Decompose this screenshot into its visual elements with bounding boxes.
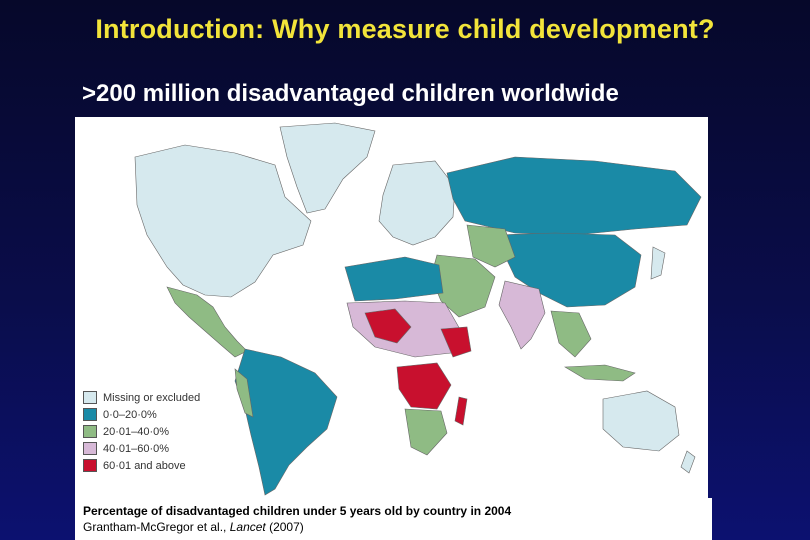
figure-caption: Percentage of disadvantaged children und… <box>75 498 712 540</box>
caption-description: Percentage of disadvantaged children und… <box>83 504 512 518</box>
europe-shape <box>378 160 456 246</box>
legend-swatch <box>83 408 97 421</box>
legend-label: 20·01–40·0% <box>103 425 170 438</box>
southeast-asia-shape <box>550 310 592 358</box>
legend-item-60-plus: 60·01 and above <box>83 457 200 474</box>
central-asia-shape <box>466 224 516 268</box>
citation-year: (2007) <box>265 520 304 534</box>
legend-swatch <box>83 425 97 438</box>
south-america-west-shape <box>234 368 254 418</box>
japan-shape <box>650 246 666 280</box>
legend-swatch <box>83 459 97 472</box>
africa-east-shape <box>440 326 472 358</box>
legend-item-0-20: 0·0–20·0% <box>83 406 200 423</box>
madagascar-shape <box>454 396 468 426</box>
slide-title: Introduction: Why measure child developm… <box>95 14 715 44</box>
slide-subtitle: >200 million disadvantaged children worl… <box>82 80 619 107</box>
legend-swatch <box>83 391 97 404</box>
central-america-shape <box>166 286 248 358</box>
africa-south-shape <box>404 408 448 456</box>
africa-west-shape <box>364 308 412 344</box>
legend-label: 0·0–20·0% <box>103 408 157 421</box>
china-shape <box>494 232 642 308</box>
world-map: Missing or excluded 0·0–20·0% 20·01–40·0… <box>75 117 708 498</box>
legend-label: 60·01 and above <box>103 459 186 472</box>
russia-shape <box>446 156 702 236</box>
australia-shape <box>602 390 680 452</box>
new-zealand-shape <box>680 450 696 474</box>
citation-journal: Lancet <box>229 520 266 534</box>
map-legend: Missing or excluded 0·0–20·0% 20·01–40·0… <box>83 389 200 474</box>
world-map-graphic <box>75 117 708 498</box>
legend-item-40-60: 40·01–60·0% <box>83 440 200 457</box>
africa-central-shape <box>396 362 452 410</box>
indonesia-shape <box>563 364 636 382</box>
africa-north-shape <box>344 256 444 302</box>
caption-citation: Grantham-McGregor et al., Lancet (2007) <box>83 520 304 534</box>
north-america-shape <box>134 144 312 298</box>
legend-item-missing: Missing or excluded <box>83 389 200 406</box>
legend-label: 40·01–60·0% <box>103 442 170 455</box>
greenland-shape <box>279 122 376 214</box>
legend-swatch <box>83 442 97 455</box>
legend-item-20-40: 20·01–40·0% <box>83 423 200 440</box>
legend-label: Missing or excluded <box>103 391 201 404</box>
india-shape <box>498 280 546 350</box>
citation-authors: Grantham-McGregor et al., <box>83 520 230 534</box>
